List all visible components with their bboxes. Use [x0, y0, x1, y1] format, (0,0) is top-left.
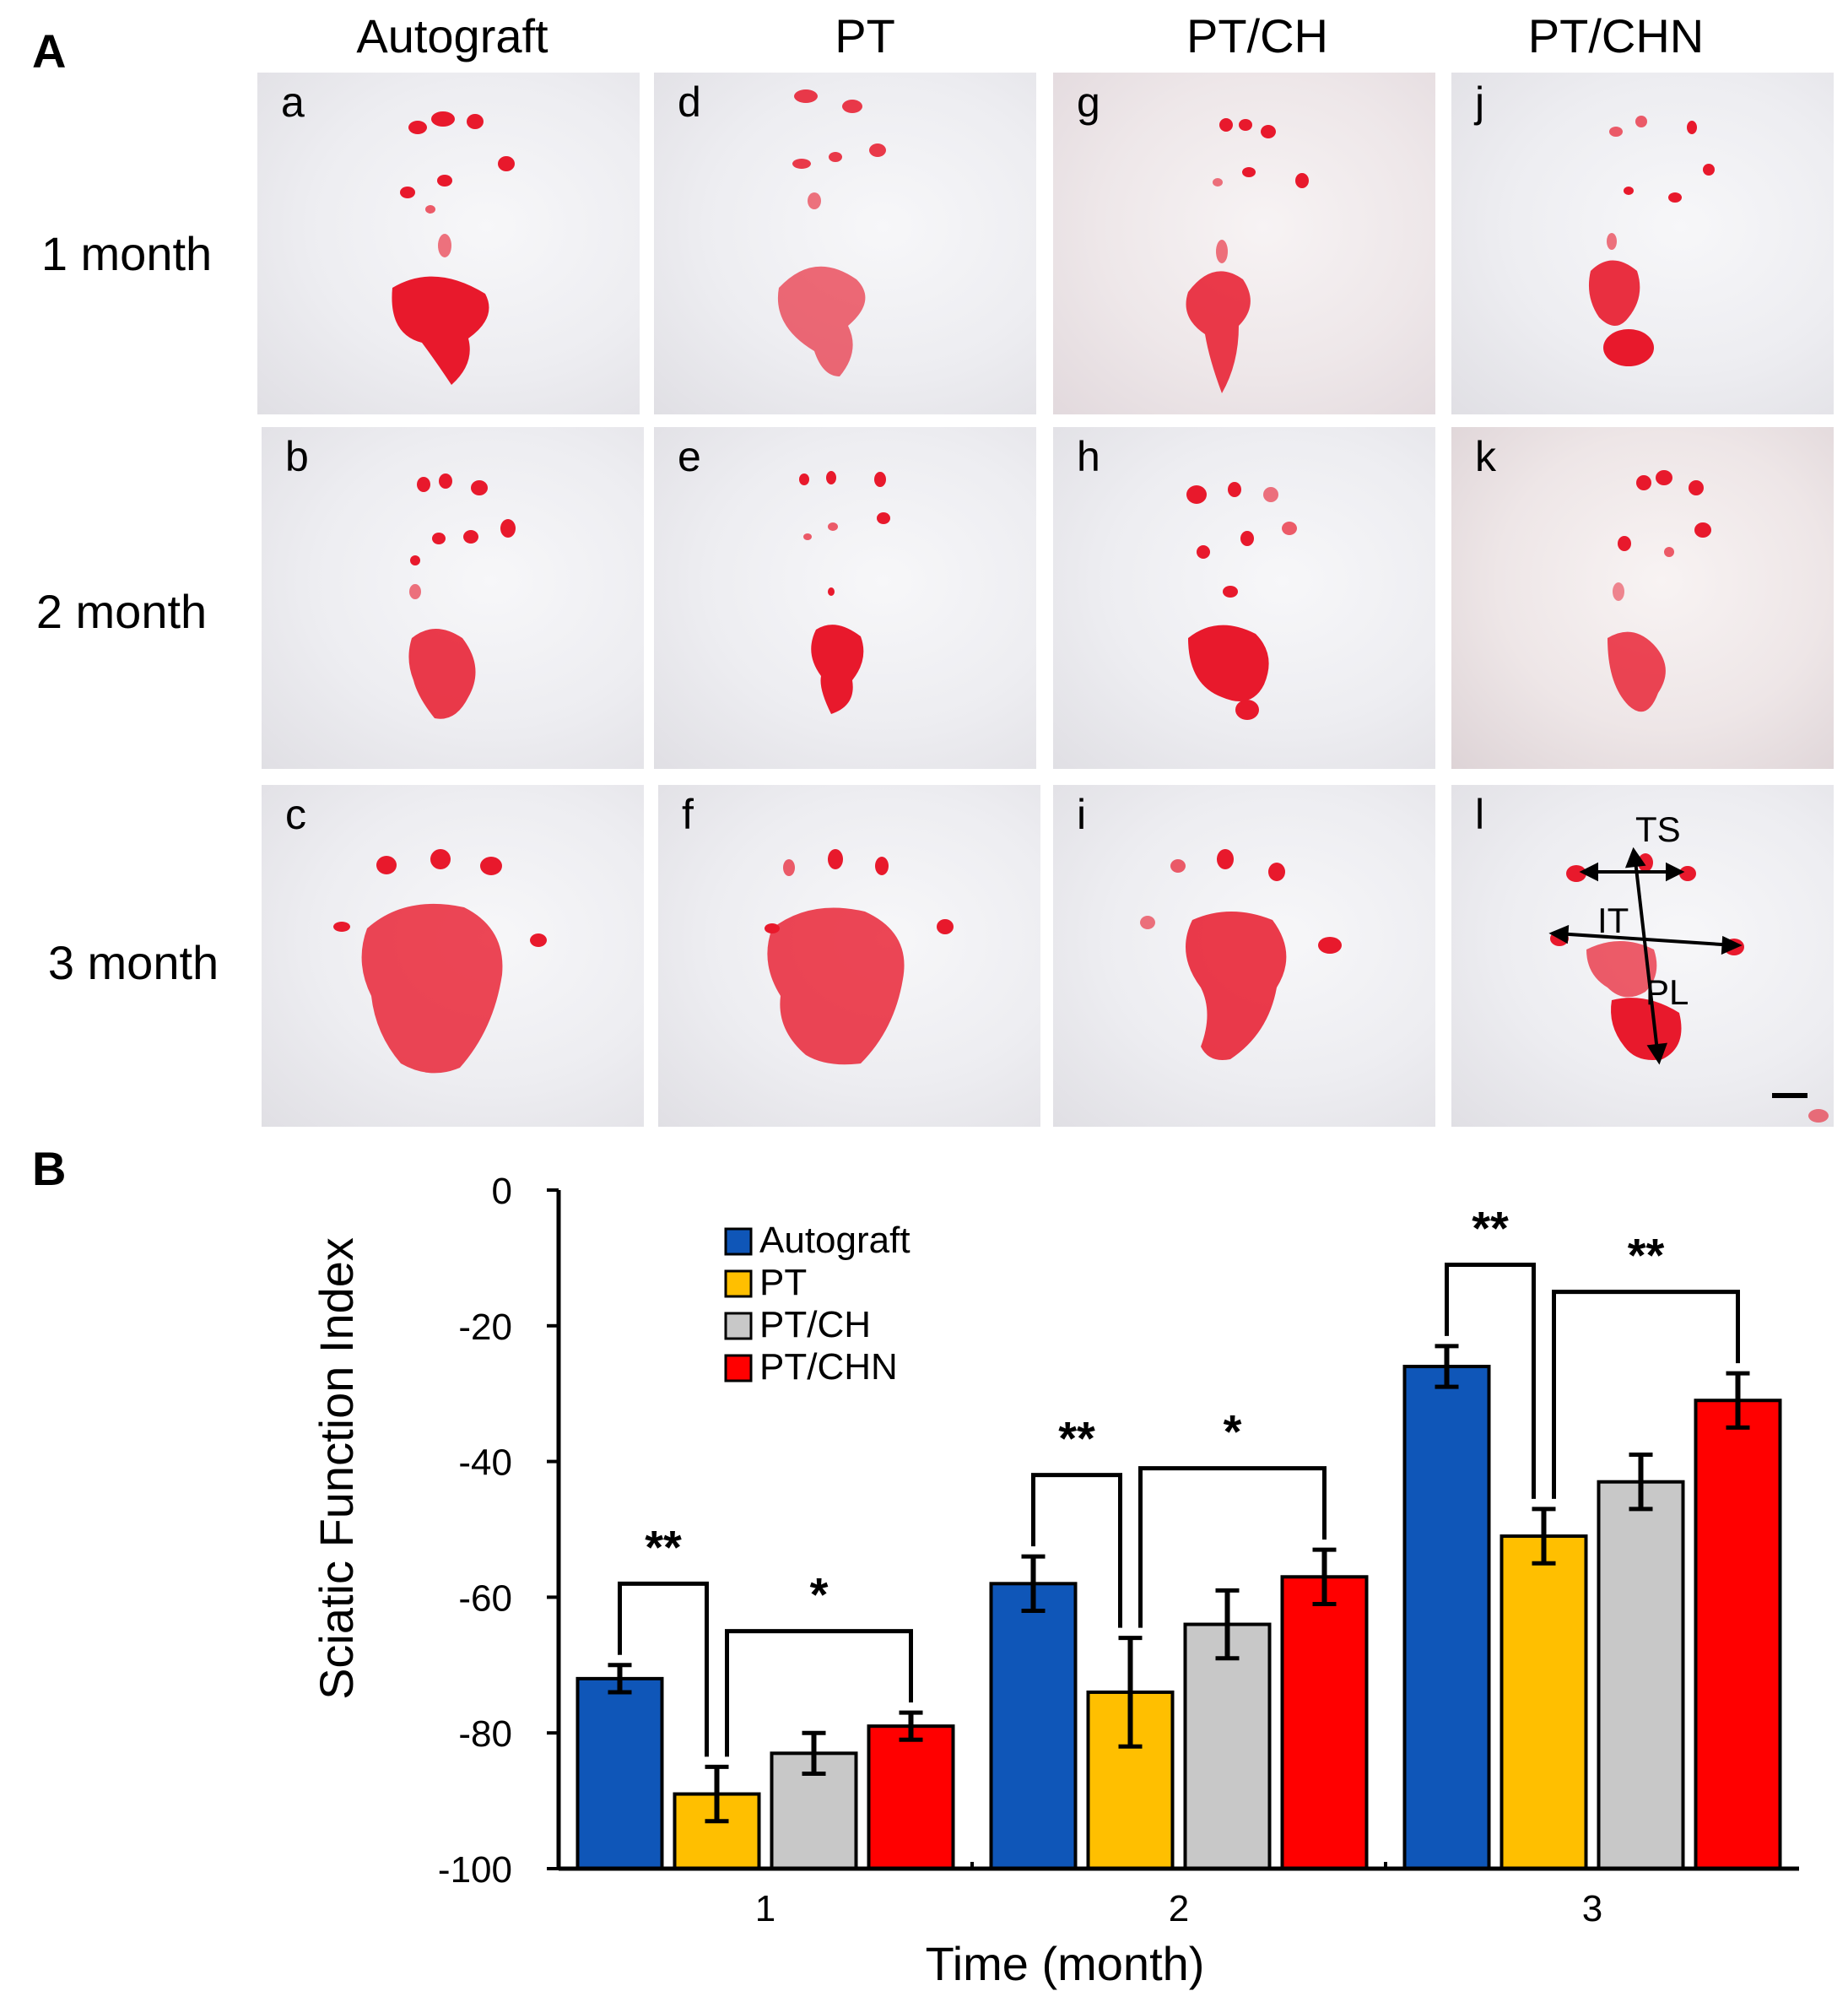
significance-bracket: [1031, 1473, 1122, 1628]
y-axis-label: Sciatic Function Index: [310, 1237, 363, 1700]
footprint-photo-d: d: [654, 73, 1036, 414]
y-tick-label: 0: [492, 1171, 512, 1212]
significance-mark: *: [1224, 1405, 1242, 1458]
footprint-print-icon: [1140, 849, 1342, 1060]
footprint-print-icon: TS IT PL: [1548, 809, 1829, 1123]
pl-measure-line: [1634, 860, 1659, 1052]
footprint-print-icon: [392, 111, 515, 385]
bar-autograft-1: [575, 1676, 664, 1870]
column-header-autograft: Autograft: [356, 9, 548, 62]
legend-label: PT/CH: [759, 1304, 871, 1345]
y-tick-label: -80: [458, 1713, 512, 1755]
significance-bracket: [1552, 1290, 1740, 1499]
footprint-photo-a: a: [257, 73, 640, 414]
column-header-pt: PT: [835, 9, 895, 62]
footprint-photo-g: g: [1053, 73, 1435, 414]
subpanel-label-g: g: [1077, 78, 1100, 126]
legend-swatch: [724, 1354, 753, 1382]
footprint-print-icon: [777, 89, 886, 376]
subpanel-label-j: j: [1475, 78, 1485, 126]
y-tick-label: -100: [438, 1849, 512, 1891]
legend-label: PT/CHN: [759, 1346, 898, 1388]
x-axis-label: Time (month): [926, 1937, 1205, 1990]
y-tick-label: -60: [458, 1577, 512, 1619]
bar-pt-ch-3: [1597, 1480, 1685, 1870]
significance-mark: **: [645, 1520, 682, 1573]
subpanel-label-h: h: [1077, 433, 1100, 480]
bar-pt-ch-2: [1183, 1622, 1272, 1870]
footprint-photo-k: k: [1451, 427, 1834, 769]
y-tick-label: -20: [458, 1307, 512, 1348]
subpanel-label-i: i: [1077, 791, 1087, 838]
footprint-print-icon: [333, 849, 547, 1074]
x-tick-label: 2: [1169, 1888, 1189, 1929]
bar-pt-chn-2: [1280, 1575, 1369, 1871]
significance-mark: **: [1628, 1229, 1665, 1282]
bar-pt-chn-1: [867, 1724, 955, 1870]
footprint-print-icon: [799, 471, 890, 714]
it-annotation: IT: [1597, 901, 1629, 940]
footprint-print-icon: [408, 473, 516, 719]
footprint-print-icon: [1186, 482, 1297, 720]
footprint-print-icon: [765, 849, 954, 1065]
legend-label: Autograft: [759, 1220, 910, 1261]
footprint-print-icon: [1608, 470, 1711, 712]
legend-swatch: [724, 1269, 753, 1298]
significance-mark: **: [1472, 1201, 1509, 1254]
subpanel-label-a: a: [281, 78, 305, 126]
footprint-print-icon: [1186, 118, 1309, 393]
bar-autograft-2: [989, 1582, 1078, 1870]
footprint-photo-i: i: [1053, 785, 1435, 1127]
subpanel-label-k: k: [1475, 433, 1496, 480]
bar-autograft-3: [1402, 1365, 1491, 1871]
footprint-photo-j: j: [1451, 73, 1834, 414]
legend-swatch: [724, 1227, 753, 1256]
legend-swatch: [724, 1312, 753, 1340]
x-tick-label: 1: [755, 1888, 775, 1929]
column-header-pt-ch: PT/CH: [1186, 9, 1328, 62]
bar-pt-3: [1499, 1534, 1588, 1870]
footprint-photo-b: b: [262, 427, 644, 769]
footprint-photo-l: TS IT PL l: [1451, 785, 1834, 1127]
row-header-1-month: 1 month: [41, 227, 213, 280]
subpanel-label-b: b: [285, 433, 309, 480]
significance-bracket: [1445, 1262, 1536, 1499]
bar-pt-chn-3: [1694, 1399, 1782, 1870]
significance-bracket: [725, 1629, 913, 1757]
subpanel-label-l: l: [1475, 791, 1485, 838]
footprint-photo-c: c: [262, 785, 644, 1127]
footprint-photo-e: e: [654, 427, 1036, 769]
y-tick-label: -40: [458, 1442, 512, 1484]
significance-mark: *: [810, 1568, 829, 1621]
subpanel-label-d: d: [678, 78, 701, 126]
x-tick-label: 3: [1582, 1888, 1602, 1929]
footprint-photo-h: h: [1053, 427, 1435, 769]
footprint-print-icon: [1588, 116, 1715, 366]
panel-a-label: A: [32, 24, 67, 78]
row-header-3-month: 3 month: [47, 936, 219, 989]
significance-mark: **: [1058, 1412, 1095, 1465]
pl-annotation: PL: [1645, 972, 1689, 1012]
significance-bracket: [1138, 1466, 1327, 1628]
ts-annotation: TS: [1635, 809, 1681, 849]
significance-bracket: [618, 1581, 709, 1757]
panel-b-label: B: [32, 1142, 67, 1195]
column-header-pt-chn: PT/CHN: [1527, 9, 1705, 62]
subpanel-label-c: c: [285, 791, 306, 838]
legend-label: PT: [759, 1262, 807, 1303]
subpanel-label-f: f: [682, 791, 694, 838]
subpanel-label-e: e: [678, 433, 701, 480]
footprint-photo-f: f: [658, 785, 1040, 1127]
row-header-2-month: 2 month: [35, 585, 208, 638]
